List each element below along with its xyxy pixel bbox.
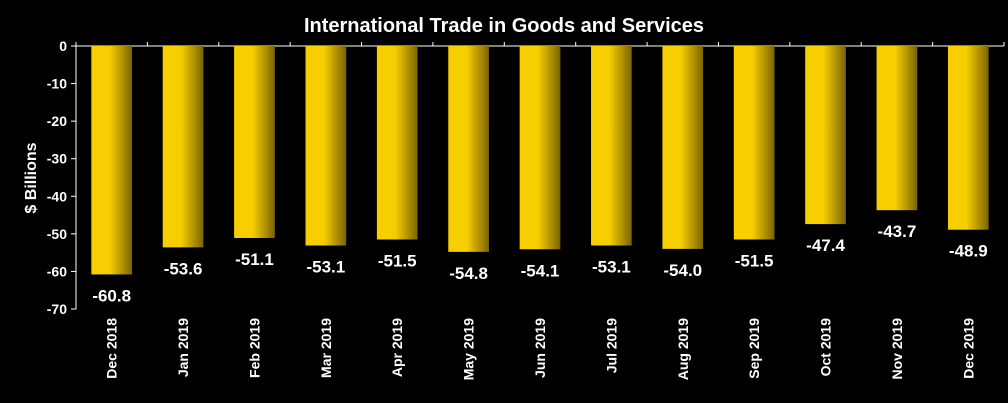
x-tick-labels: Dec 2018 Jan 2019 Feb 2019 Mar 2019 Apr 2019… (75, 42, 1005, 380)
y-tick-label: -70 (47, 301, 67, 317)
x-tick-label: Aug 2019 (675, 318, 691, 380)
x-tick-label: Nov 2019 (889, 318, 905, 380)
data-label: -51.1 (235, 250, 274, 269)
data-label: -53.6 (164, 259, 203, 278)
x-tick-label: Oct 2019 (818, 318, 834, 377)
data-label: -51.5 (735, 251, 774, 270)
data-label: -53.1 (306, 258, 345, 277)
bar (947, 46, 989, 230)
bar (234, 46, 275, 238)
bars (91, 46, 989, 275)
y-tick-label: -40 (47, 188, 67, 204)
x-tick-label: Feb 2019 (246, 318, 262, 378)
bar (662, 46, 704, 249)
bar (519, 46, 561, 250)
y-tick-label: -50 (47, 226, 67, 242)
data-label: -51.5 (378, 251, 417, 270)
bar (305, 46, 347, 246)
y-tick-label: -60 (47, 263, 67, 279)
data-label: -48.9 (949, 242, 988, 261)
chart-title: International Trade in Goods and Service… (304, 15, 704, 37)
bar (805, 46, 846, 225)
data-label: -43.7 (878, 222, 917, 241)
y-tick-label: -30 (47, 151, 67, 167)
bar (91, 46, 133, 275)
x-tick-label: Apr 2019 (389, 318, 405, 377)
x-tick-label: Jun 2019 (532, 318, 548, 378)
data-label: -47.4 (806, 236, 845, 255)
data-labels: -60.8 -53.6 -51.1 -53.1 -51.5 -54.8 -54.1 -53.1… (92, 222, 987, 305)
data-label: -53.1 (592, 258, 631, 277)
x-tick-label: Jul 2019 (603, 318, 619, 373)
data-label: -54.1 (521, 261, 560, 280)
data-label: -54.8 (449, 264, 488, 283)
bar (876, 46, 918, 211)
bar (162, 46, 204, 248)
x-tick-label: Dec 2018 (104, 318, 120, 379)
data-label: -54.0 (663, 261, 702, 280)
x-tick-label: Dec 2019 (960, 318, 976, 379)
data-label: -60.8 (92, 286, 131, 305)
y-axis-label: $ Billions (23, 142, 40, 213)
x-tick-label: Sep 2019 (746, 318, 762, 379)
bar (376, 46, 418, 240)
y-tick-label: 0 (59, 38, 67, 54)
y-tick-labels: 0 -10 -20 -30 -40 -50 -60 -70 (47, 38, 76, 317)
x-tick-label: Mar 2019 (318, 318, 334, 378)
bar (591, 46, 632, 246)
y-tick-label: -20 (47, 113, 67, 129)
bar (733, 46, 775, 240)
y-tick-label: -10 (47, 76, 67, 92)
bar (448, 46, 489, 252)
x-tick-label: Jan 2019 (175, 318, 191, 377)
x-tick-label: May 2019 (461, 318, 477, 380)
